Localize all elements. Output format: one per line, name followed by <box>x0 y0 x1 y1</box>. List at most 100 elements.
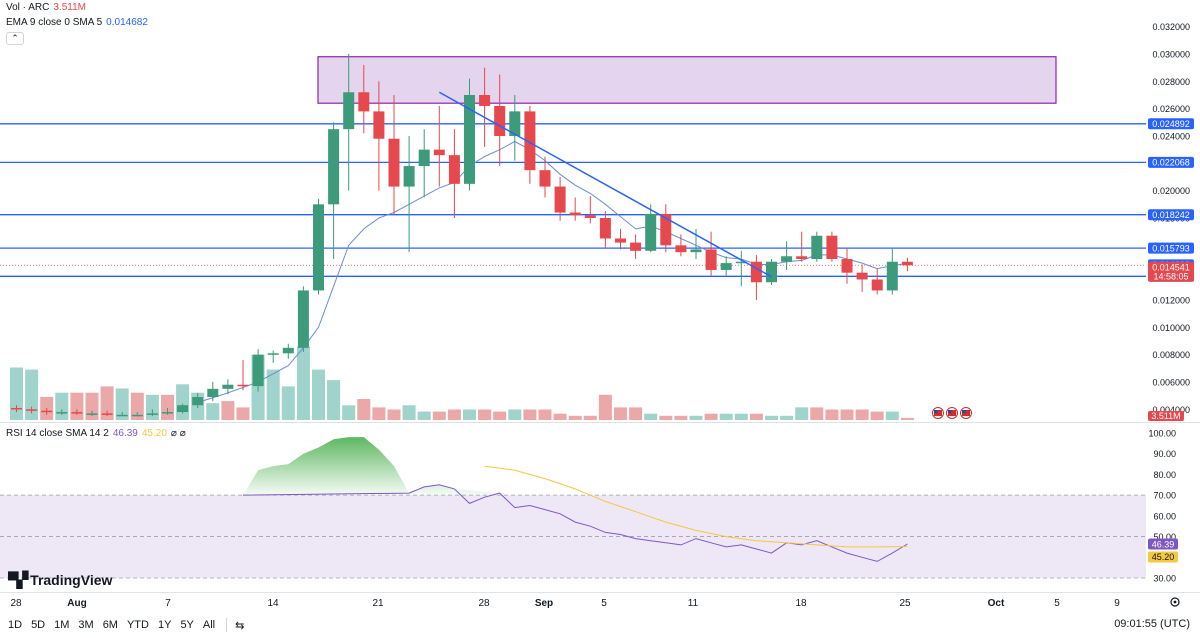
collapse-legend-button[interactable]: ⌃ <box>6 32 24 45</box>
tradingview-mark-icon: ▀▞ <box>8 572 28 589</box>
gear-hub <box>1173 600 1177 604</box>
candle-down <box>675 234 687 257</box>
volume-bar <box>236 407 250 420</box>
volume-bar <box>447 409 461 420</box>
price-tick-label: 0.026000 <box>1152 104 1190 114</box>
candle-down <box>750 254 762 300</box>
candle-body <box>811 235 823 259</box>
chart-canvas[interactable]: 0.032000 0.030000 0.028000 0.026000 0.024000… <box>0 0 1200 612</box>
timeframe-5d[interactable]: 5D <box>31 619 46 631</box>
rsi-legend[interactable]: RSI 14 close SMA 14 2 46.39 45.20 ⌀ ⌀ <box>6 428 186 439</box>
timeframe-1d[interactable]: 1D <box>8 619 23 631</box>
volume-bar <box>598 394 612 420</box>
price-tick-label: 0.012000 <box>1152 296 1190 306</box>
timeframe-all[interactable]: All <box>202 619 216 631</box>
candle-body <box>766 261 777 283</box>
current-price-badge-bg <box>1148 261 1194 273</box>
flag-canton <box>934 410 938 413</box>
candle-body <box>313 204 324 291</box>
candle-body <box>660 213 672 246</box>
countdown-badge: 14:58:05 <box>1153 272 1188 282</box>
volume-bar <box>644 413 658 420</box>
volume-bar <box>704 413 718 420</box>
volume-bar <box>810 407 824 420</box>
candle-up <box>177 403 189 414</box>
candle-down <box>841 248 853 284</box>
candle-down <box>554 177 566 221</box>
candle-body <box>403 166 415 187</box>
timeframe-1m[interactable]: 1M <box>54 619 70 631</box>
gear-ring <box>1170 597 1180 607</box>
rsi-tick-label: 100.00 <box>1148 429 1176 439</box>
settings-gear-icon[interactable] <box>1170 597 1180 607</box>
timeframe-5y[interactable]: 5Y <box>180 619 194 631</box>
candle-body <box>131 414 143 417</box>
volume-bar <box>689 415 703 420</box>
level-badge: 0.024892 <box>1152 119 1190 129</box>
resistance-zone <box>317 56 1057 104</box>
volume-bar <box>130 392 144 420</box>
volume-bar <box>25 369 39 420</box>
candle-body <box>373 111 385 139</box>
volume-bar <box>538 409 552 420</box>
candle-up <box>403 136 415 253</box>
price-tick-label: 0.028000 <box>1152 77 1190 87</box>
date-range-icon[interactable]: ⇆ <box>235 619 245 632</box>
candle-up <box>781 241 793 270</box>
timeframe-ytd[interactable]: YTD <box>126 619 149 631</box>
candle-up <box>222 379 234 395</box>
candle-up <box>252 349 264 392</box>
ema-line <box>197 140 908 403</box>
timeframe-bar: 1D 5D 1M 3M 6M YTD 1Y 5Y All ⇆ <box>0 612 1200 638</box>
volume-bar <box>508 409 522 420</box>
candle-up <box>735 250 747 287</box>
candle-body <box>841 259 853 273</box>
volume-bar <box>432 411 446 420</box>
volume-bar <box>583 415 597 420</box>
volume-bar <box>221 401 235 420</box>
rsi-pane: 100.0090.0080.0070.0060.0050.0040.0030.0… <box>0 429 1178 584</box>
volume-bar <box>493 411 507 420</box>
rsi-tick-label: 90.00 <box>1153 449 1176 459</box>
timeframe-6m[interactable]: 6M <box>102 619 118 631</box>
candle-up <box>56 409 68 415</box>
candle-down <box>479 67 491 147</box>
rsi-line <box>242 484 908 562</box>
candle-down <box>871 268 883 295</box>
price-tick-label: 0.006000 <box>1152 378 1190 388</box>
candle-body <box>901 261 913 266</box>
volume-bar <box>674 415 688 420</box>
timeframe-1y[interactable]: 1Y <box>157 619 172 631</box>
candle-body <box>222 384 234 389</box>
ema-legend-label: EMA 9 close 0 SMA 5 <box>6 17 103 28</box>
volume-bar <box>659 415 673 420</box>
time-tick-label: 14 <box>267 598 279 609</box>
candle-up <box>690 228 702 259</box>
volume-bar <box>629 407 643 420</box>
rsi-legend-icons: ⌀ ⌀ <box>170 428 186 439</box>
timeframe-3m[interactable]: 3M <box>78 619 94 631</box>
volume-bars <box>10 346 914 420</box>
volume-bar <box>870 411 884 420</box>
candle-body <box>237 384 249 387</box>
candle-body <box>886 261 898 291</box>
tradingview-logo: ▀▞ TradingView <box>8 571 112 589</box>
candle-up <box>766 259 777 285</box>
time-tick-label: 5 <box>601 598 607 609</box>
flag-canton <box>962 410 966 413</box>
flag-stripes <box>948 410 956 416</box>
volume-bar <box>327 380 341 420</box>
us-flag-icon <box>932 407 944 419</box>
volume-bar <box>765 415 778 420</box>
ema-legend[interactable]: EMA 9 close 0 SMA 5 0.014682 <box>6 17 148 28</box>
volume-legend-value: 3.511M <box>53 2 86 13</box>
us-flag-icon <box>960 407 972 419</box>
countdown-badge-bg <box>1148 270 1194 282</box>
rsi-tick-label: 80.00 <box>1153 470 1176 480</box>
volume-legend[interactable]: Vol · ARC 3.511M <box>6 2 86 13</box>
candle-body <box>177 405 189 413</box>
candle-body <box>509 111 521 136</box>
volume-bar <box>372 407 386 420</box>
candle-body <box>162 412 173 414</box>
utc-clock[interactable]: 09:01:55 (UTC) <box>1114 618 1190 630</box>
